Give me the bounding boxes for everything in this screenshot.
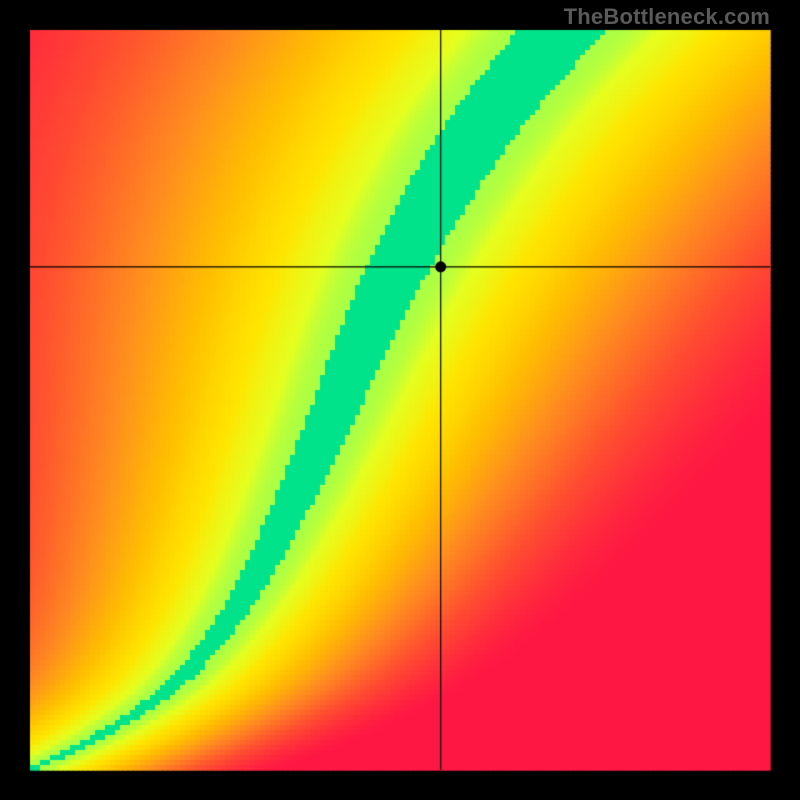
watermark-text: TheBottleneck.com bbox=[564, 4, 770, 30]
heatmap-canvas bbox=[0, 0, 800, 800]
chart-container: TheBottleneck.com bbox=[0, 0, 800, 800]
